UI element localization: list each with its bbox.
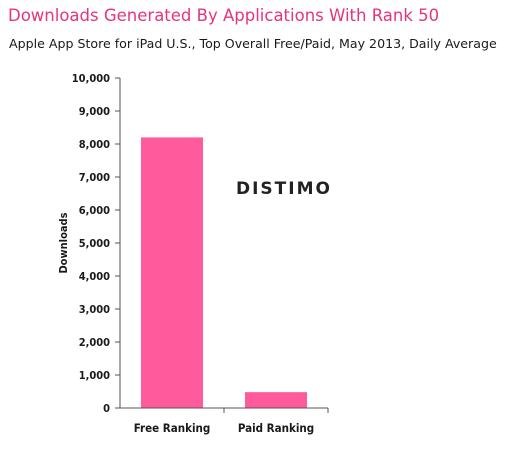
y-tick-label: 10,000 <box>72 72 110 85</box>
y-tick-label: 4,000 <box>79 270 110 283</box>
y-tick-label: 0 <box>103 402 110 415</box>
y-tick-label: 3,000 <box>79 303 110 316</box>
x-category-label: Paid Ranking <box>238 421 314 435</box>
y-tick-label: 5,000 <box>79 237 110 250</box>
x-axis-ticks: Free Ranking Paid Ranking <box>134 408 329 435</box>
chart-subtitle: Apple App Store for iPad U.S., Top Overa… <box>9 36 497 51</box>
y-tick-label: 9,000 <box>79 105 110 118</box>
y-tick-label: 7,000 <box>79 171 110 184</box>
y-tick-label: 8,000 <box>79 138 110 151</box>
chart-title: Downloads Generated By Applications With… <box>8 6 440 25</box>
bar-paid-ranking <box>245 392 307 408</box>
y-axis-ticks: 0 1,000 2,000 3,000 4,000 5,000 6,000 7,000 8,00… <box>72 72 120 415</box>
bar-free-ranking <box>141 137 203 408</box>
y-tick-label: 2,000 <box>79 336 110 349</box>
y-tick-label: 1,000 <box>79 369 110 382</box>
distimo-watermark: DISTIMO <box>236 179 332 199</box>
y-axis-title: Downloads <box>57 212 70 273</box>
x-category-label: Free Ranking <box>134 421 211 435</box>
y-tick-label: 6,000 <box>79 204 110 217</box>
bars-group <box>141 137 307 408</box>
